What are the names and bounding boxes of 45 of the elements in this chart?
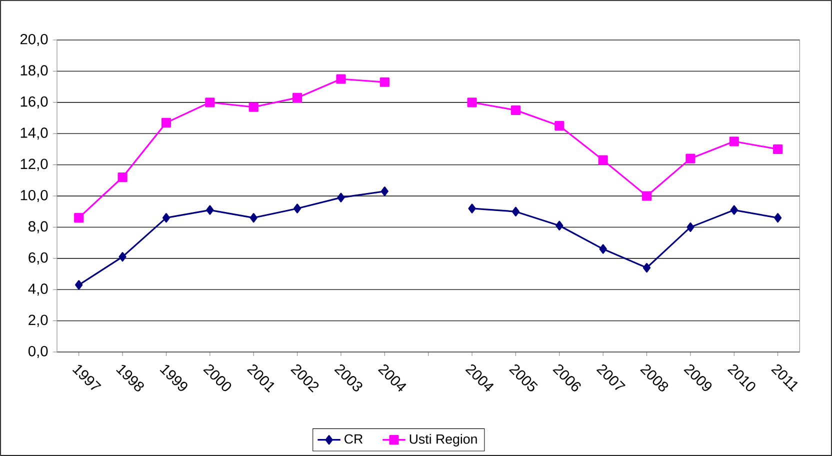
y-tick-label: 6,0 bbox=[28, 252, 48, 264]
y-tick-label: 8,0 bbox=[28, 221, 48, 234]
point bbox=[467, 98, 477, 108]
point bbox=[206, 205, 214, 215]
point bbox=[686, 222, 694, 232]
y-tick-label: 16,0 bbox=[20, 96, 48, 108]
y-tick-label: 12,0 bbox=[20, 158, 48, 171]
point bbox=[118, 172, 128, 182]
y-tick-label: 2,0 bbox=[28, 314, 48, 327]
point bbox=[554, 120, 564, 131]
point bbox=[380, 77, 390, 87]
point bbox=[642, 262, 651, 273]
point bbox=[293, 204, 302, 214]
y-tick-label: 20,0 bbox=[20, 34, 48, 46]
point bbox=[686, 154, 696, 164]
point bbox=[599, 244, 607, 254]
point bbox=[336, 74, 346, 84]
legend-label: CR bbox=[344, 434, 363, 444]
point bbox=[337, 192, 345, 202]
y-tick-label: 10,0 bbox=[20, 190, 48, 202]
point bbox=[598, 155, 608, 165]
point bbox=[512, 206, 520, 216]
point bbox=[75, 280, 83, 290]
point bbox=[118, 252, 126, 262]
point bbox=[205, 98, 215, 108]
point bbox=[248, 102, 258, 112]
point bbox=[510, 105, 521, 115]
legend-label: Usti Region bbox=[410, 434, 477, 446]
y-tick-label: 0,0 bbox=[28, 346, 48, 358]
point bbox=[292, 92, 302, 103]
point bbox=[162, 213, 170, 223]
point bbox=[642, 191, 652, 201]
point bbox=[729, 136, 739, 146]
point bbox=[773, 144, 783, 154]
y-tick-label: 14,0 bbox=[20, 128, 48, 140]
point bbox=[250, 213, 258, 223]
point bbox=[74, 213, 84, 223]
point bbox=[730, 205, 738, 215]
y-tick-label: 18,0 bbox=[20, 65, 48, 78]
point bbox=[380, 186, 388, 196]
point bbox=[774, 213, 782, 223]
point bbox=[556, 220, 564, 230]
point bbox=[468, 204, 476, 214]
y-tick-label: 4,0 bbox=[28, 284, 48, 296]
point bbox=[161, 118, 172, 128]
